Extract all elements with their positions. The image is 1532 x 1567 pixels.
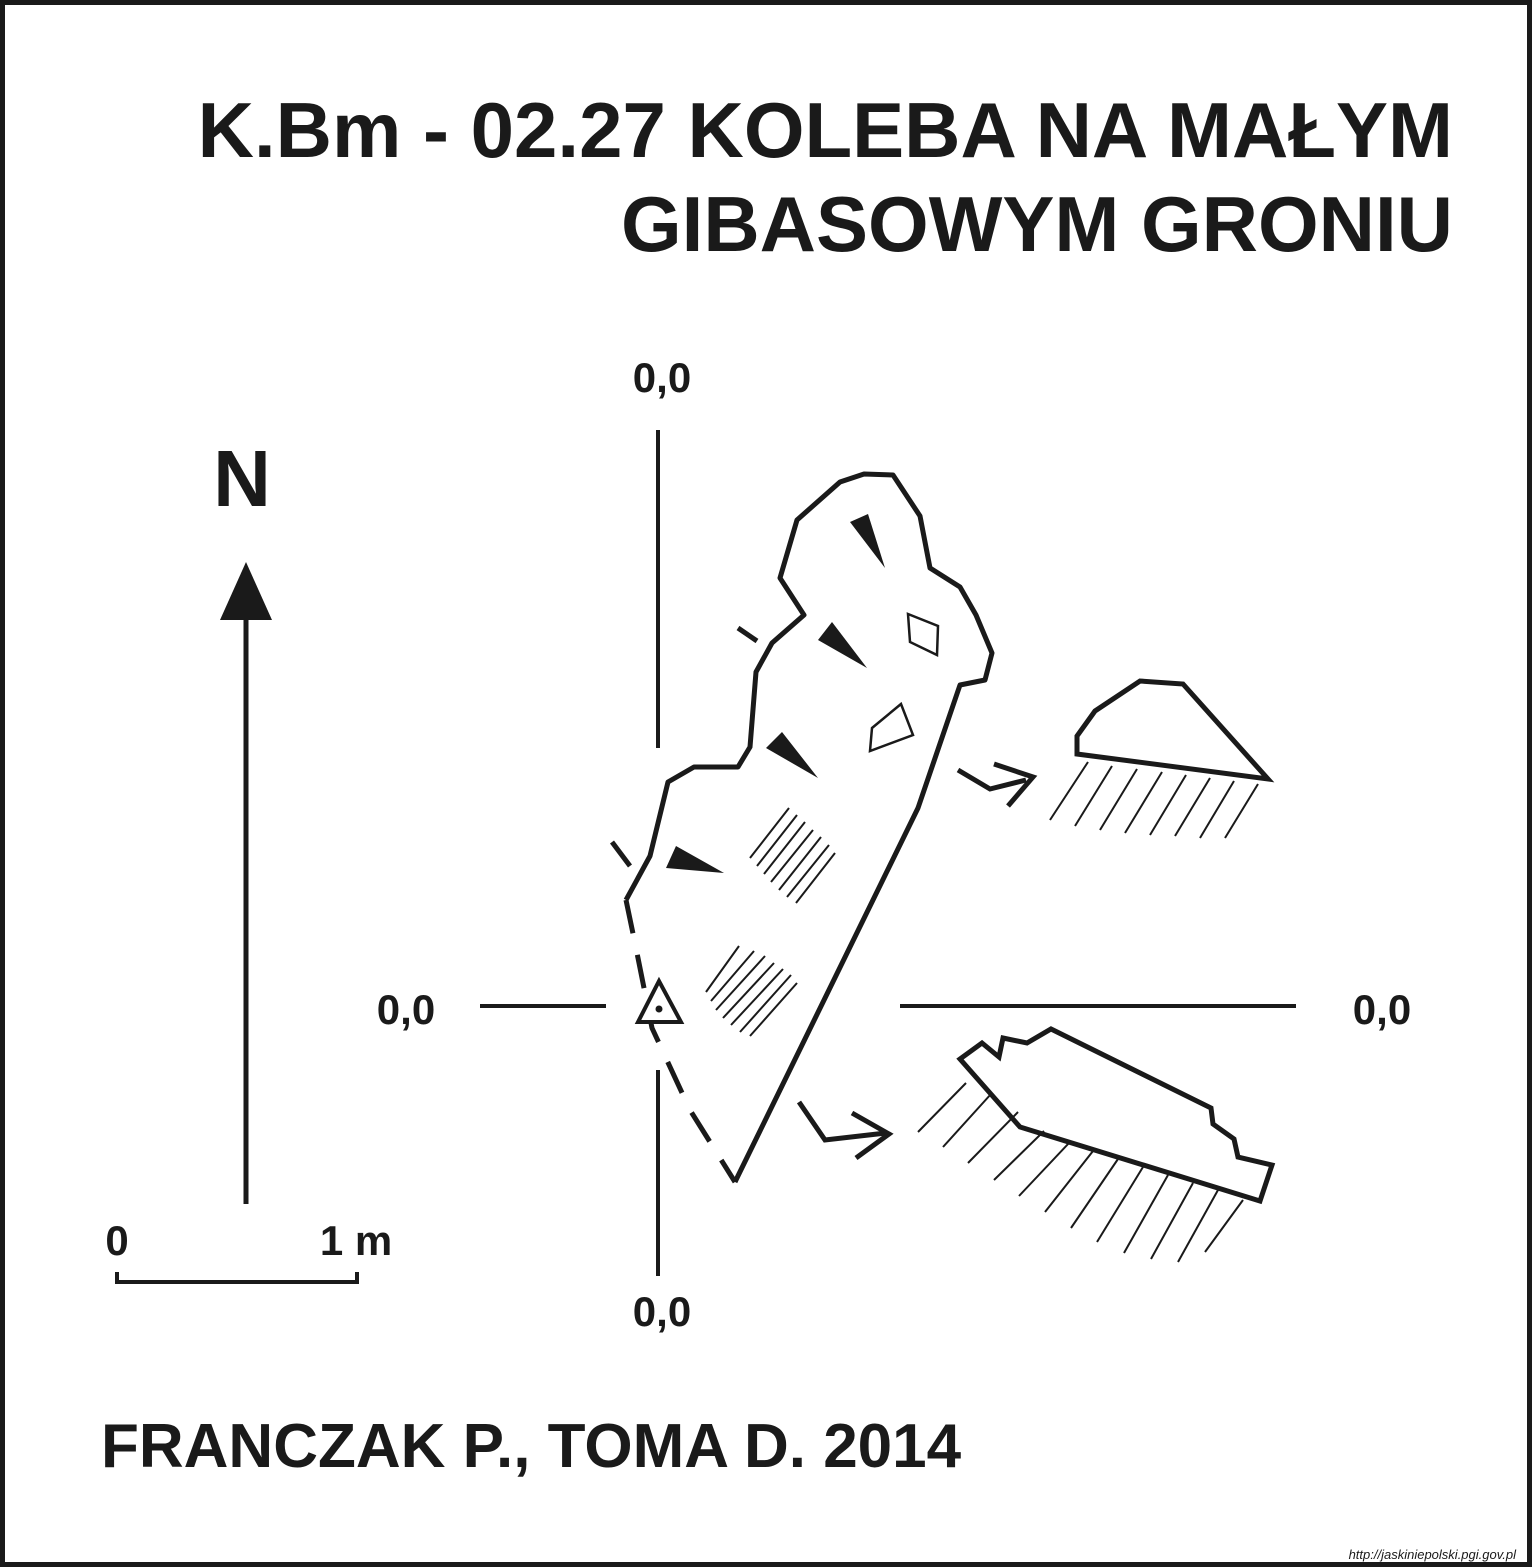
cave-plan-drawing: N 0 1 m 0,0 0,0 0,0 0,0 (105, 354, 1411, 1335)
scale-bar: 0 1 m (105, 1217, 392, 1284)
survey-point (634, 976, 685, 1024)
cave-opening-edge (736, 625, 759, 644)
datum-label-top: 0,0 (633, 354, 691, 401)
cave-opening-edge (610, 840, 632, 868)
rock-block (906, 612, 940, 657)
cross-section-outline (956, 1026, 1276, 1205)
cave-opening-edge (623, 899, 738, 1184)
cave-outline (610, 471, 995, 1184)
profile-arrow-upper (956, 767, 1027, 792)
survey-point-dot (655, 1005, 663, 1013)
north-arrow-head (220, 562, 272, 620)
cross-section-lower (917, 1026, 1276, 1263)
slope-triangle (850, 514, 885, 568)
cross-section-hatching (1049, 761, 1259, 839)
profile-arrow-lower-head (850, 1110, 894, 1161)
cave-wall (623, 471, 995, 1184)
rock-block (868, 701, 915, 753)
datum-cross (480, 430, 1296, 1276)
source-url: http://jaskiniepolski.pgi.gov.pl (1345, 1547, 1519, 1562)
datum-label-bottom: 0,0 (633, 1288, 691, 1335)
survey-authors: FRANCZAK P., TOMA D. 2014 (101, 1412, 962, 1481)
slope-symbols (666, 514, 885, 873)
datum-label-right: 0,0 (1353, 986, 1411, 1033)
scale-bar-end-label: 1 m (320, 1217, 392, 1264)
slope-triangle (666, 846, 724, 873)
cross-section-upper (1049, 678, 1275, 839)
datum-label-left: 0,0 (377, 986, 435, 1033)
cave-title-line-1: K.Bm - 02.27 KOLEBA NA MAŁYM (197, 86, 1453, 174)
cross-section-outline (1074, 678, 1275, 783)
slope-triangle (818, 622, 867, 668)
survey-point-triangle (634, 976, 685, 1024)
cave-title: K.Bm - 02.27 KOLEBA NA MAŁYM GIBASOWYM G… (198, 83, 1453, 271)
profile-arrow-upper-head (993, 761, 1038, 808)
cross-section-hatching (917, 1082, 1244, 1263)
scale-bar-line (115, 1272, 359, 1284)
scale-bar-start-label: 0 (105, 1217, 128, 1264)
sediment-hatching (705, 807, 836, 1037)
rock-blocks (868, 612, 940, 753)
profile-arrows (796, 761, 1038, 1161)
profile-arrow-lower (796, 1100, 887, 1143)
north-label: N (213, 434, 271, 523)
cave-title-line-2: GIBASOWYM GRONIU (621, 180, 1453, 268)
north-arrow: N (213, 434, 272, 1204)
slope-triangle (766, 732, 818, 778)
